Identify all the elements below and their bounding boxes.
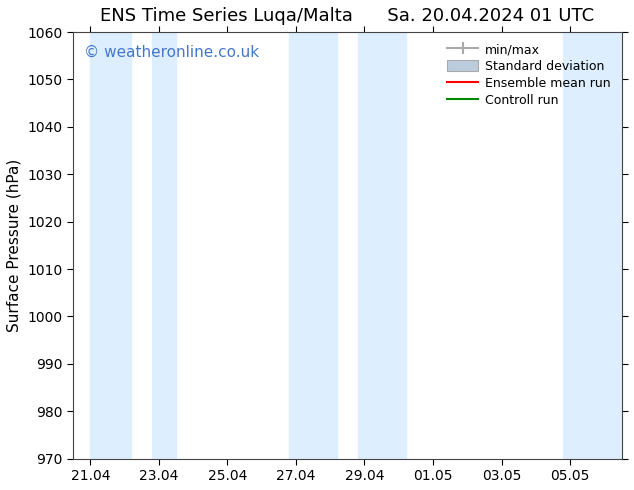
Text: © weatheronline.co.uk: © weatheronline.co.uk [84, 45, 259, 60]
Bar [90, 32, 131, 459]
Y-axis label: Surface Pressure (hPa): Surface Pressure (hPa) [7, 159, 22, 332]
Legend: min/max, Standard deviation, Ensemble mean run, Controll run: min/max, Standard deviation, Ensemble me… [442, 38, 615, 112]
Bar [563, 32, 621, 459]
Title: ENS Time Series Luqa/Malta      Sa. 20.04.2024 01 UTC: ENS Time Series Luqa/Malta Sa. 20.04.202… [100, 7, 595, 25]
Bar [152, 32, 176, 459]
Bar [289, 32, 337, 459]
Bar [358, 32, 406, 459]
